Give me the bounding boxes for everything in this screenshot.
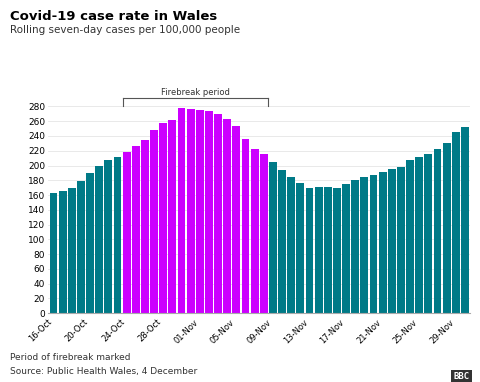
Bar: [288, 176, 295, 313]
Bar: [370, 175, 377, 313]
Bar: [379, 172, 386, 313]
Bar: [315, 187, 323, 313]
Bar: [141, 140, 149, 313]
Bar: [150, 130, 158, 313]
Text: Period of firebreak marked: Period of firebreak marked: [10, 353, 130, 363]
Bar: [132, 146, 140, 313]
Bar: [406, 160, 414, 313]
Bar: [433, 149, 442, 313]
Bar: [388, 169, 396, 313]
Bar: [59, 191, 67, 313]
Bar: [324, 187, 332, 313]
Bar: [297, 183, 304, 313]
Bar: [214, 114, 222, 313]
Bar: [415, 157, 423, 313]
Bar: [86, 173, 94, 313]
Bar: [351, 180, 359, 313]
Bar: [278, 170, 286, 313]
Bar: [96, 166, 103, 313]
Text: Firebreak period: Firebreak period: [161, 88, 229, 97]
Bar: [105, 160, 112, 313]
Bar: [223, 119, 231, 313]
Bar: [306, 188, 313, 313]
Bar: [397, 167, 405, 313]
Bar: [49, 193, 58, 313]
Bar: [424, 154, 432, 313]
Bar: [168, 120, 176, 313]
Bar: [269, 162, 277, 313]
Bar: [196, 110, 204, 313]
Bar: [114, 157, 121, 313]
Bar: [342, 184, 350, 313]
Text: Covid-19 case rate in Wales: Covid-19 case rate in Wales: [10, 10, 217, 23]
Bar: [260, 154, 268, 313]
Bar: [159, 123, 167, 313]
Bar: [333, 188, 341, 313]
Bar: [232, 126, 240, 313]
Bar: [360, 176, 368, 313]
Bar: [461, 127, 469, 313]
Bar: [205, 111, 213, 313]
Bar: [452, 132, 460, 313]
Text: BBC: BBC: [453, 372, 469, 382]
Bar: [251, 149, 259, 313]
Bar: [123, 152, 131, 313]
Bar: [68, 188, 76, 313]
Bar: [178, 108, 185, 313]
Bar: [241, 139, 250, 313]
Bar: [187, 108, 194, 313]
Bar: [443, 143, 451, 313]
Text: Rolling seven-day cases per 100,000 people: Rolling seven-day cases per 100,000 peop…: [10, 25, 240, 35]
Bar: [77, 181, 85, 313]
Text: Source: Public Health Wales, 4 December: Source: Public Health Wales, 4 December: [10, 367, 197, 377]
